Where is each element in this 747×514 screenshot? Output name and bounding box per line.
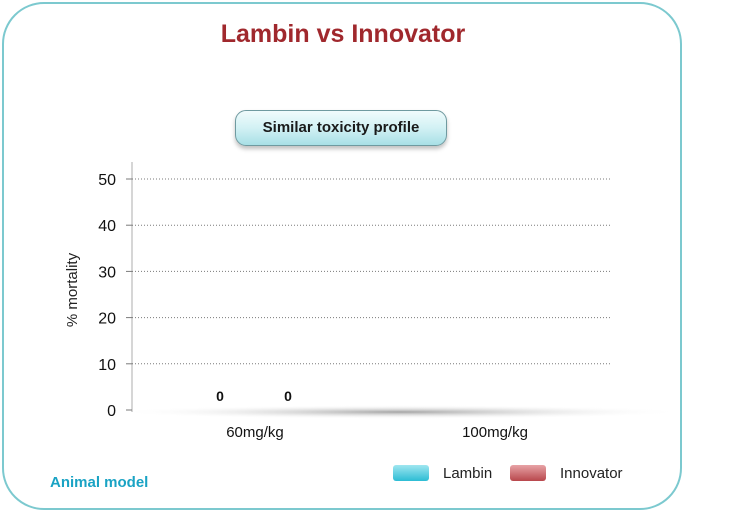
chart-card [2, 2, 682, 510]
subtitle-badge: Similar toxicity profile [235, 110, 447, 146]
data-label: 0 [216, 388, 224, 404]
chart-title: Lambin vs Innovator [220, 20, 466, 48]
y-tick-label: 20 [98, 311, 116, 328]
legend-item-lambin: Lambin [393, 462, 492, 484]
legend-swatch-innovator [510, 465, 546, 481]
plot-floor-shadow [115, 405, 685, 419]
y-axis-label: % mortality [64, 252, 81, 327]
y-tick-label: 40 [98, 218, 116, 235]
x-tick-label: 100mg/kg [462, 424, 528, 441]
x-tick-label: 60mg/kg [226, 424, 284, 441]
legend-swatch-lambin [393, 465, 429, 481]
legend-item-innovator: Innovator [510, 462, 623, 484]
legend-label-lambin: Lambin [443, 464, 493, 482]
y-tick-label: 50 [98, 172, 116, 189]
footnote-label: Animal model [50, 474, 149, 491]
legend-label-innovator: Innovator [560, 464, 623, 482]
y-tick-label: 10 [98, 357, 116, 374]
y-tick-label: 0 [107, 403, 116, 420]
data-label: 0 [284, 388, 292, 404]
y-tick-label: 30 [98, 264, 116, 281]
